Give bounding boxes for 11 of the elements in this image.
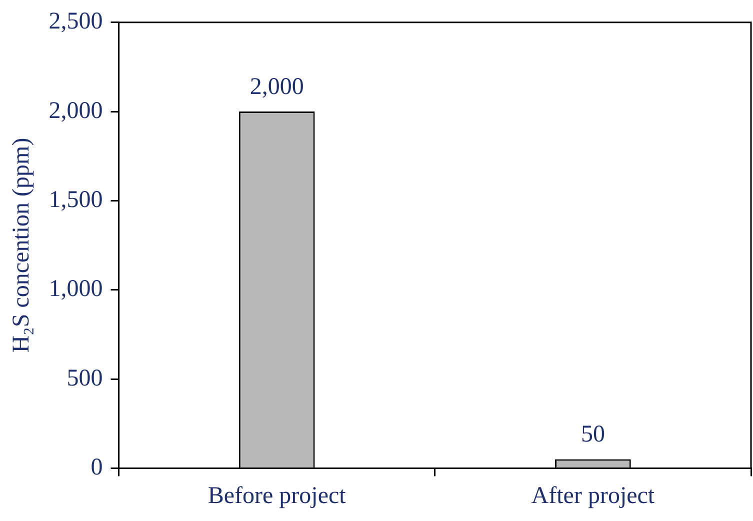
x-tick-label: After project [531, 482, 655, 509]
y-axis-title: H₂S concention (ppm) [8, 138, 35, 353]
y-tick-label: 2,000 [48, 98, 103, 124]
y-tick-label: 1,000 [48, 276, 103, 302]
y-tick-label: 500 [66, 365, 103, 392]
x-tick-label: Before project [208, 482, 346, 509]
y-tick-label: 0 [90, 454, 103, 480]
y-tick-label: 1,500 [48, 187, 103, 214]
data-label: 2,000 [250, 74, 304, 100]
data-label: 50 [580, 422, 605, 448]
y-tick-label: 2,500 [48, 8, 103, 35]
